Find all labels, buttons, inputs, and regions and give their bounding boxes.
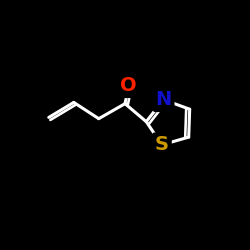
Text: O: O bbox=[120, 76, 137, 95]
Text: N: N bbox=[155, 90, 172, 109]
Text: S: S bbox=[155, 135, 169, 154]
